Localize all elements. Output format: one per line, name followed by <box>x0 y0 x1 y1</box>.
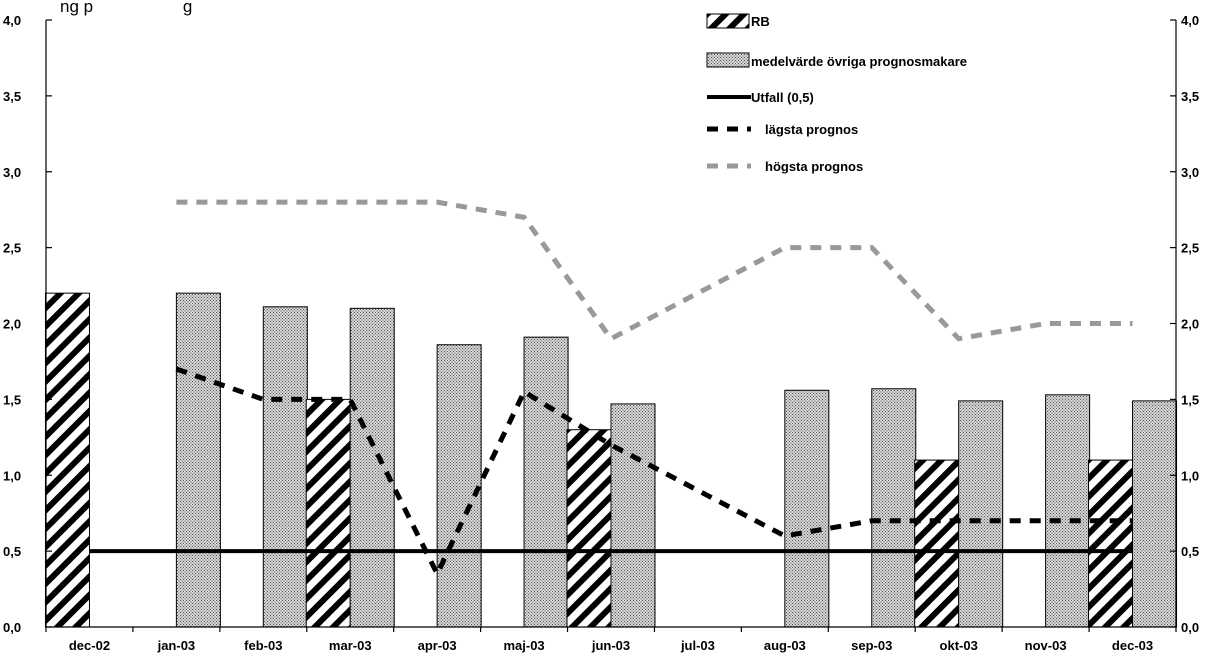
legend-label-utfall: Utfall (0,5) <box>751 90 814 105</box>
xtick-label-mar-03: mar-03 <box>329 638 372 653</box>
xtick-label-jul-03: jul-03 <box>680 638 715 653</box>
line-lagsta <box>175 366 1133 580</box>
bar-medel-okt-03 <box>958 400 1004 628</box>
bar-medel-jun-03 <box>610 403 656 628</box>
ticks-layer: 0,0 0,0 0,5 0,5 1,0 1,0 1,5 1,5 2,0 2,0 2,5 2,5 3,0 3… <box>3 13 1199 653</box>
xtick-label-sep-03: sep-03 <box>851 638 892 653</box>
bar-medel-sep-03 <box>871 388 917 628</box>
xtick-label-aug-03: aug-03 <box>764 638 806 653</box>
ytick-label-left: 1,0 <box>3 468 21 483</box>
ytick-label-right: 1,0 <box>1181 468 1199 483</box>
bar-medel-jan-03 <box>175 292 221 628</box>
ytick-label-left: 4,0 <box>3 13 21 28</box>
bar-medel-mar-03 <box>349 307 395 628</box>
bar-medel-nov-03 <box>1045 394 1091 628</box>
ytick-label-right: 0,0 <box>1181 620 1199 635</box>
ytick-label-right: 2,5 <box>1181 241 1199 256</box>
legend-label-hogsta: högsta prognos <box>765 159 863 174</box>
legend-item-medel: medelvärde övriga prognosmakare <box>706 52 967 69</box>
ytick-label-right: 0,5 <box>1181 544 1199 559</box>
ytick-label-left: 2,0 <box>3 317 21 332</box>
xtick-label-dec-03: dec-03 <box>1112 638 1153 653</box>
ytick-label-left: 3,0 <box>3 165 21 180</box>
line-hogsta <box>176 199 1133 342</box>
legend: RB medelvärde övriga prognosmakare Utfal… <box>706 13 967 174</box>
header-fragment: ng p g <box>60 0 192 16</box>
xtick-label-feb-03: feb-03 <box>244 638 282 653</box>
bar-rb-dec-02 <box>44 292 90 628</box>
bar-medel-apr-03 <box>436 344 482 628</box>
ytick-label-left: 3,5 <box>3 89 21 104</box>
legend-item-utfall: Utfall (0,5) <box>707 90 814 105</box>
ytick-label-right: 3,0 <box>1181 165 1199 180</box>
bar-rb-jun-03 <box>566 429 612 628</box>
ytick-label-right: 3,5 <box>1181 89 1199 104</box>
legend-item-rb: RB <box>706 13 770 29</box>
xtick-label-dec-02: dec-02 <box>69 638 110 653</box>
xtick-label-nov-03: nov-03 <box>1025 638 1067 653</box>
xtick-label-okt-03: okt-03 <box>940 638 978 653</box>
bar-medel-maj-03 <box>523 336 569 628</box>
bar-rb-okt-03 <box>914 459 960 628</box>
bar-medel-feb-03 <box>262 306 308 628</box>
legend-item-lagsta: lägsta prognos <box>707 122 858 137</box>
legend-label-medel: medelvärde övriga prognosmakare <box>751 54 967 69</box>
xtick-label-apr-03: apr-03 <box>418 638 457 653</box>
bar-medel-dec-03 <box>1132 400 1178 628</box>
ytick-label-right: 1,5 <box>1181 392 1199 407</box>
bar-medel-aug-03 <box>784 389 830 628</box>
ytick-label-left: 1,5 <box>3 392 21 407</box>
ytick-label-right: 2,0 <box>1181 317 1199 332</box>
ytick-label-left: 0,0 <box>3 620 21 635</box>
ytick-label-left: 2,5 <box>3 241 21 256</box>
legend-label-lagsta: lägsta prognos <box>765 122 858 137</box>
xtick-label-maj-03: maj-03 <box>503 638 544 653</box>
legend-label-rb: RB <box>751 14 770 29</box>
ytick-label-left: 0,5 <box>3 544 21 559</box>
legend-item-hogsta: högsta prognos <box>707 159 863 174</box>
xtick-label-jan-03: jan-03 <box>157 638 196 653</box>
xtick-label-jun-03: jun-03 <box>591 638 630 653</box>
ytick-label-right: 4,0 <box>1181 13 1199 28</box>
lines-layer <box>89 199 1133 580</box>
bars-layer <box>44 292 1178 628</box>
bar-rb-mar-03 <box>305 398 351 628</box>
bar-rb-dec-03 <box>1088 459 1134 628</box>
